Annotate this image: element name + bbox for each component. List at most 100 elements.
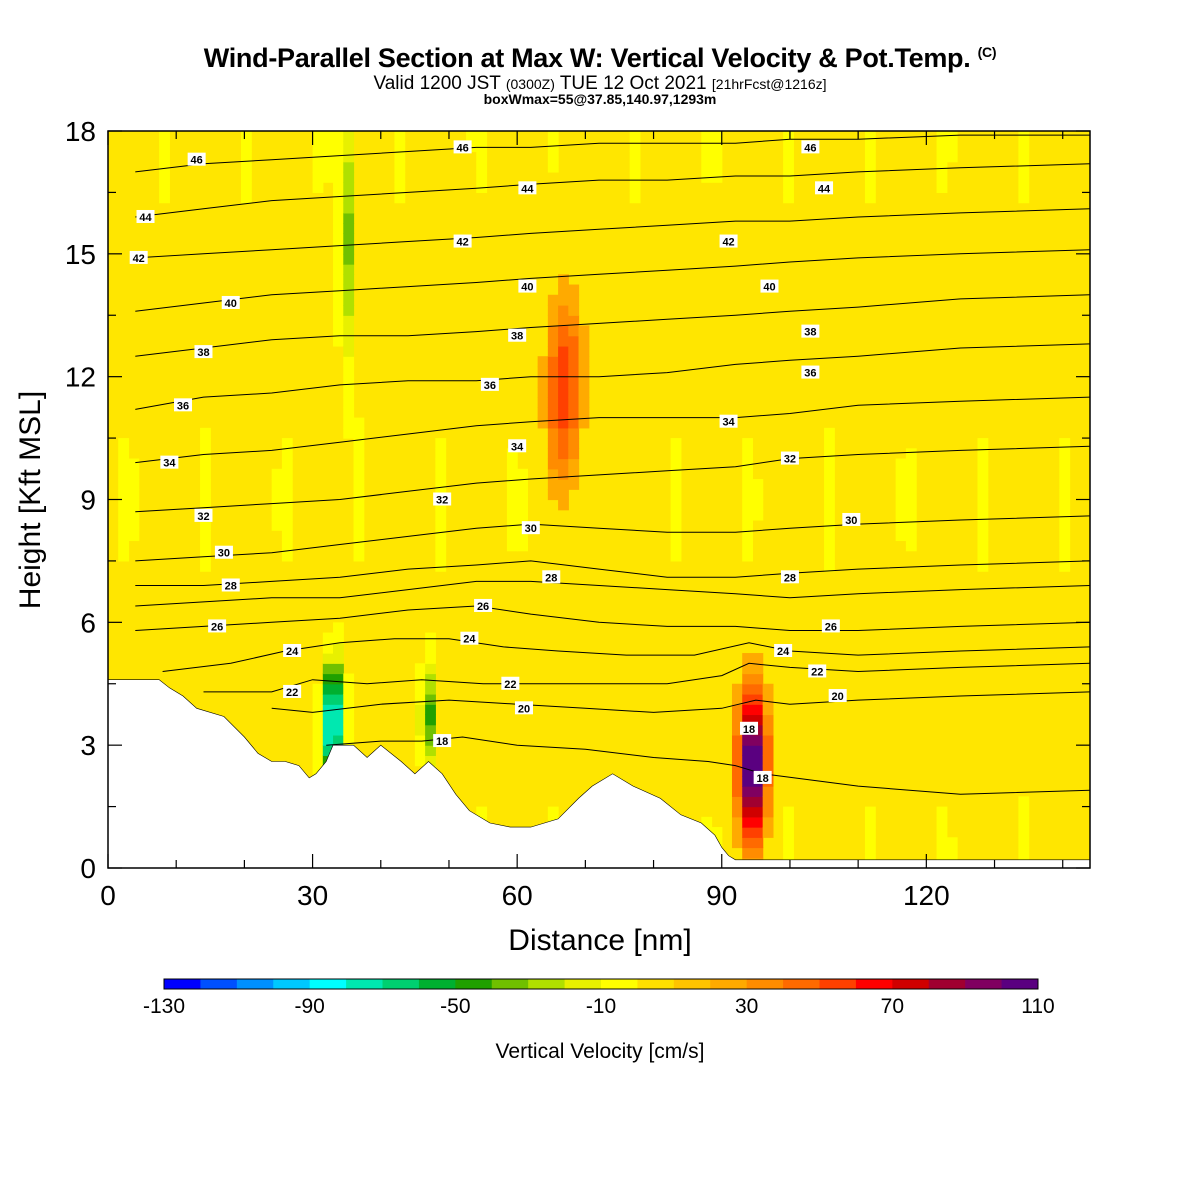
velocity-cell	[312, 683, 324, 695]
velocity-cell	[783, 131, 794, 142]
contour-label: 34	[722, 417, 735, 429]
velocity-cell	[864, 141, 876, 153]
velocity-cell	[547, 468, 559, 480]
contour-label-bg	[453, 140, 472, 154]
velocity-cell	[343, 427, 355, 439]
velocity-cell	[343, 325, 355, 337]
contour-label: 40	[763, 282, 775, 294]
velocity-cell	[742, 704, 754, 716]
contour-label-bg	[214, 545, 233, 559]
theta-contour-20	[271, 691, 1090, 713]
velocity-cell	[783, 161, 794, 173]
velocity-cell	[466, 131, 477, 142]
velocity-cell	[895, 509, 907, 521]
colorbar-swatch	[783, 979, 820, 989]
contour-label-bg	[719, 234, 738, 248]
velocity-cell	[414, 683, 426, 695]
velocity-cell	[977, 489, 989, 501]
velocity-cell	[281, 499, 293, 511]
velocity-cell	[547, 151, 559, 163]
velocity-cell	[752, 509, 764, 521]
velocity-cell	[742, 448, 754, 460]
velocity-cell	[864, 806, 876, 818]
velocity-cell	[977, 458, 989, 470]
velocity-cell	[558, 376, 569, 388]
colorbar-swatch	[382, 979, 420, 989]
chart-title: Wind-Parallel Section at Max W: Vertical…	[0, 43, 1200, 74]
velocity-cell	[752, 714, 764, 726]
chart-subtitle: Valid 1200 JST (0300Z) TUE 12 Oct 2021 […	[0, 73, 1200, 95]
contour-label: 42	[722, 237, 734, 249]
velocity-cell	[824, 489, 835, 501]
velocity-cell	[711, 827, 723, 838]
velocity-cell	[322, 734, 334, 746]
colorbar-swatch	[892, 979, 930, 989]
velocity-cell	[271, 499, 283, 511]
velocity-cell	[312, 693, 324, 705]
velocity-cell	[1059, 438, 1071, 449]
contour-label-bg	[460, 631, 479, 645]
theta-contour-36	[135, 343, 1090, 410]
velocity-cell	[333, 325, 344, 337]
velocity-cell	[946, 847, 958, 859]
contour-label-bg	[774, 643, 793, 657]
contour-label: 46	[191, 155, 203, 167]
velocity-cell	[547, 407, 559, 419]
velocity-cell	[864, 182, 876, 194]
velocity-cell	[547, 315, 559, 327]
velocity-cell	[333, 243, 344, 255]
velocity-cell	[414, 704, 426, 716]
velocity-cell	[476, 171, 488, 183]
velocity-cell	[322, 704, 334, 716]
velocity-cell	[905, 509, 917, 521]
velocity-cell	[742, 734, 754, 746]
velocity-cell	[977, 560, 989, 572]
velocity-cell	[414, 724, 426, 736]
velocity-cell	[568, 468, 580, 480]
contour-label: 36	[177, 400, 189, 412]
velocity-cell	[547, 141, 559, 153]
velocity-cell	[864, 837, 876, 849]
theta-contour-46	[135, 134, 1090, 173]
colorbar: -130 -90 -50 -10 30 70 110	[143, 978, 1055, 1018]
velocity-cell	[322, 714, 334, 726]
velocity-cell	[333, 294, 344, 306]
velocity-cell	[864, 131, 876, 142]
velocity-cell	[517, 468, 528, 480]
velocity-cell	[333, 233, 344, 245]
contour-label-bg	[433, 492, 452, 506]
velocity-cell	[762, 786, 774, 797]
velocity-cell	[118, 509, 130, 521]
colorbar-swatch	[673, 979, 711, 989]
contour-label: 20	[518, 703, 530, 715]
velocity-cell	[240, 131, 252, 142]
velocity-cell	[281, 530, 293, 542]
velocity-cell	[322, 673, 334, 685]
velocity-cell	[312, 745, 324, 757]
velocity-cell	[394, 141, 406, 153]
y-tick-label: 0	[80, 853, 96, 884]
contour-label: 22	[504, 679, 516, 691]
velocity-cell	[537, 407, 549, 419]
velocity-cell	[414, 755, 426, 767]
contour-label-bg	[283, 643, 302, 657]
velocity-cell	[343, 182, 355, 194]
velocity-cell	[905, 468, 917, 480]
velocity-cell	[936, 847, 948, 859]
velocity-cell	[322, 693, 334, 705]
velocity-cell	[435, 448, 447, 460]
velocity-cell	[731, 704, 743, 716]
contour-label: 42	[133, 253, 145, 265]
velocity-cell	[240, 141, 252, 153]
velocity-cell	[159, 182, 170, 194]
velocity-cell	[159, 151, 170, 163]
velocity-cell	[333, 653, 344, 664]
velocity-cell	[128, 489, 140, 501]
velocity-cell	[731, 827, 743, 838]
theta-contour-34	[135, 396, 1090, 464]
velocity-cell	[783, 837, 794, 849]
contour-label-bg	[760, 279, 779, 293]
velocity-cell	[547, 161, 559, 173]
contour-label-bg	[521, 521, 540, 535]
velocity-cell	[558, 468, 569, 480]
